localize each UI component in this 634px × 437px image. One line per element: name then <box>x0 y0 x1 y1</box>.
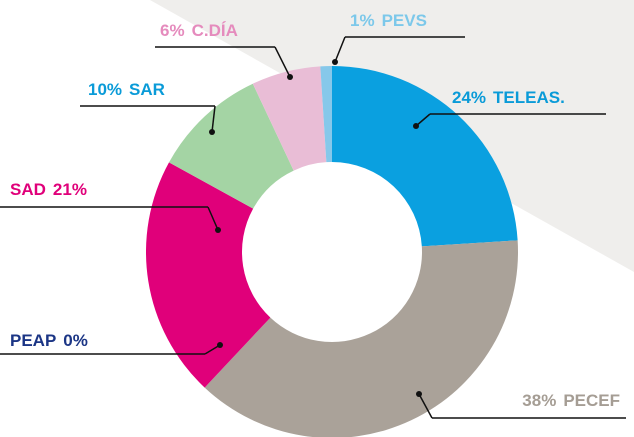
value-label: 10% <box>88 80 122 99</box>
segment-label: 6% C.DÍA <box>160 21 238 40</box>
segment-label: 24% TELEAS. <box>452 88 565 107</box>
leader-line <box>207 206 219 231</box>
value-label: 0% <box>63 331 88 350</box>
leader-dot <box>332 59 338 65</box>
category-label: PEVS <box>382 11 427 30</box>
segment-label: 10% SAR <box>88 80 165 99</box>
category-label: PEAP <box>10 331 56 350</box>
leader-dot <box>215 227 221 233</box>
category-label: TELEAS. <box>493 88 565 107</box>
donut-segment <box>169 83 294 209</box>
donut-segment <box>204 240 518 437</box>
value-label: 21% <box>53 180 87 199</box>
category-label: SAR <box>129 80 165 99</box>
category-label: PECEF <box>563 391 620 410</box>
donut-segment <box>320 66 332 163</box>
donut-segment <box>252 66 327 171</box>
segment-label: SAD 21% <box>10 180 87 199</box>
segment-label: 38% PECEF <box>522 391 620 410</box>
leader-dot <box>287 74 293 80</box>
leader-line <box>274 46 291 78</box>
leader-dot <box>209 129 215 135</box>
category-label: C.DÍA <box>192 21 238 40</box>
value-label: 38% <box>522 391 556 410</box>
leader-line <box>418 393 433 419</box>
value-label: 1% <box>350 11 375 30</box>
leader-dot <box>416 391 422 397</box>
category-label: SAD <box>10 180 46 199</box>
leader-line <box>415 113 431 127</box>
leader-line <box>334 36 346 63</box>
donut-segment <box>146 162 271 388</box>
segment-label: 1% PEVS <box>350 11 427 30</box>
leader-dot <box>217 342 223 348</box>
value-label: 24% <box>452 88 486 107</box>
leader-line <box>211 105 216 133</box>
donut-segment <box>332 66 518 247</box>
leader-dot <box>413 123 419 129</box>
segment-label: PEAP 0% <box>10 331 88 350</box>
value-label: 6% <box>160 21 185 40</box>
